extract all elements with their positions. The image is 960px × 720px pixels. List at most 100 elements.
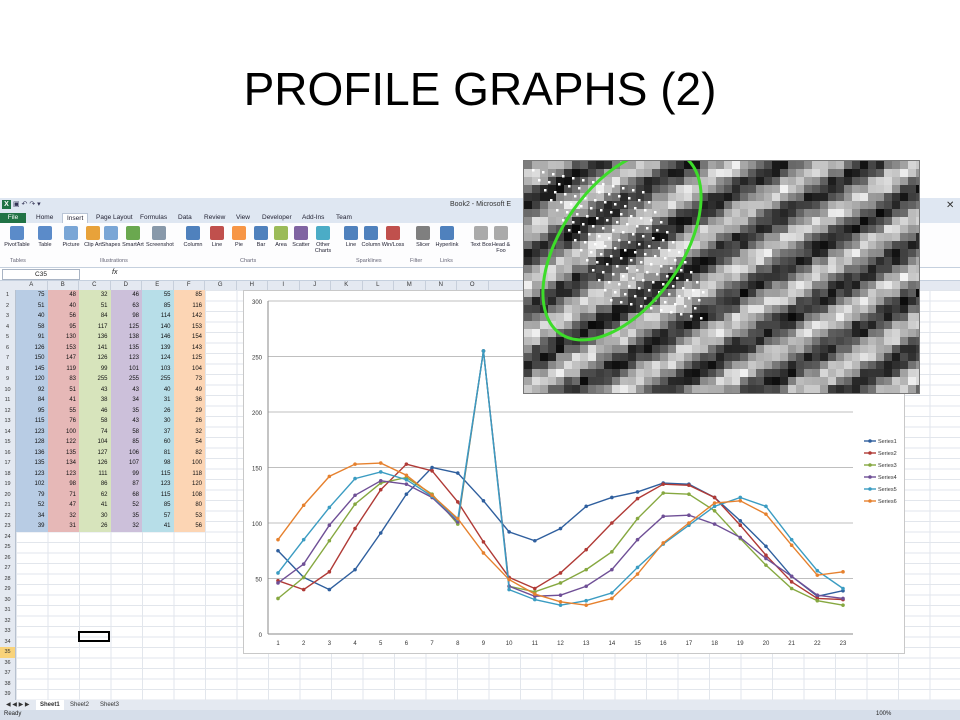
table-cell[interactable]: 26 bbox=[173, 416, 205, 427]
row-header-25[interactable]: 25 bbox=[4, 544, 11, 550]
row-header-24[interactable]: 24 bbox=[4, 533, 11, 540]
name-box[interactable]: C35 bbox=[2, 269, 80, 280]
table-cell[interactable]: 102 bbox=[16, 479, 48, 490]
table-cell[interactable]: 135 bbox=[47, 447, 79, 458]
table-cell[interactable]: 138 bbox=[110, 332, 142, 343]
table-cell[interactable]: 40 bbox=[16, 311, 48, 322]
table-cell[interactable]: 41 bbox=[47, 395, 79, 406]
row-header-17[interactable]: 17 bbox=[4, 460, 11, 466]
table-cell[interactable]: 32 bbox=[110, 521, 142, 532]
table-cell[interactable]: 51 bbox=[79, 300, 111, 311]
table-cell[interactable]: 136 bbox=[79, 332, 111, 343]
row-header-3[interactable]: 3 bbox=[5, 313, 10, 319]
sheet-tab-sheet3[interactable]: Sheet3 bbox=[100, 702, 120, 708]
tab-file[interactable]: File bbox=[0, 213, 26, 223]
table-cell[interactable]: 35 bbox=[110, 510, 142, 521]
fx-icon[interactable]: fx bbox=[112, 269, 118, 276]
ribbon-button-slicer[interactable]: Slicer bbox=[410, 226, 436, 248]
table-cell[interactable]: 150 bbox=[16, 353, 48, 364]
table-cell[interactable]: 114 bbox=[142, 311, 174, 322]
table-cell[interactable]: 120 bbox=[173, 479, 205, 490]
table-cell[interactable]: 75 bbox=[16, 290, 48, 301]
table-cell[interactable]: 135 bbox=[16, 458, 48, 469]
table-cell[interactable]: 87 bbox=[110, 479, 142, 490]
table-cell[interactable]: 30 bbox=[79, 510, 111, 521]
row-header-34[interactable]: 34 bbox=[4, 638, 11, 645]
column-header-L[interactable]: L bbox=[363, 281, 394, 290]
table-cell[interactable]: 153 bbox=[173, 321, 205, 332]
table-cell[interactable]: 91 bbox=[16, 332, 48, 343]
row-header-31[interactable]: 31 bbox=[4, 607, 11, 613]
table-cell[interactable]: 47 bbox=[47, 500, 79, 511]
table-cell[interactable]: 84 bbox=[16, 395, 48, 406]
table-cell[interactable]: 100 bbox=[173, 458, 205, 469]
column-header-I[interactable]: I bbox=[268, 281, 300, 290]
table-cell[interactable]: 98 bbox=[110, 311, 142, 322]
row-header-9[interactable]: 9 bbox=[5, 376, 10, 382]
table-cell[interactable]: 43 bbox=[110, 416, 142, 427]
table-cell[interactable]: 123 bbox=[16, 468, 48, 479]
table-cell[interactable]: 34 bbox=[16, 510, 48, 521]
table-cell[interactable]: 101 bbox=[110, 363, 142, 374]
table-cell[interactable]: 41 bbox=[142, 521, 174, 532]
table-cell[interactable]: 126 bbox=[79, 458, 111, 469]
table-cell[interactable]: 85 bbox=[142, 500, 174, 511]
table-cell[interactable]: 54 bbox=[173, 437, 205, 448]
row-header-12[interactable]: 12 bbox=[4, 407, 11, 414]
table-cell[interactable]: 125 bbox=[173, 353, 205, 364]
row-header-22[interactable]: 22 bbox=[4, 512, 11, 519]
table-cell[interactable]: 31 bbox=[142, 395, 174, 406]
row-header-36[interactable]: 36 bbox=[4, 659, 11, 666]
ribbon-button-pivottable[interactable]: PivotTable bbox=[4, 226, 30, 248]
table-cell[interactable]: 118 bbox=[173, 468, 205, 479]
tab-view[interactable]: View bbox=[236, 214, 250, 221]
table-cell[interactable]: 104 bbox=[79, 437, 111, 448]
row-header-13[interactable]: 13 bbox=[4, 418, 11, 424]
table-cell[interactable]: 38 bbox=[79, 395, 111, 406]
row-header-27[interactable]: 27 bbox=[4, 565, 11, 571]
tab-team[interactable]: Team bbox=[336, 214, 352, 221]
table-cell[interactable]: 95 bbox=[16, 405, 48, 416]
table-cell[interactable]: 106 bbox=[110, 447, 142, 458]
ribbon-button-line[interactable]: Line bbox=[204, 226, 230, 248]
table-cell[interactable]: 82 bbox=[173, 447, 205, 458]
tab-insert[interactable]: Insert bbox=[62, 213, 89, 224]
table-cell[interactable]: 115 bbox=[142, 489, 174, 500]
ribbon-button-clip-art[interactable]: Clip Art bbox=[80, 226, 106, 248]
sheet-nav-arrows[interactable]: ◀ ◀ ▶ ▶ bbox=[6, 702, 30, 708]
close-icon[interactable]: ✕ bbox=[946, 200, 955, 211]
row-header-8[interactable]: 8 bbox=[5, 365, 10, 372]
table-cell[interactable]: 134 bbox=[47, 458, 79, 469]
table-cell[interactable]: 43 bbox=[110, 384, 142, 395]
table-cell[interactable]: 31 bbox=[47, 521, 79, 532]
table-cell[interactable]: 81 bbox=[142, 447, 174, 458]
table-cell[interactable]: 98 bbox=[142, 458, 174, 469]
ribbon-button-win-loss[interactable]: Win/Loss bbox=[380, 226, 406, 248]
ribbon-button-line[interactable]: Line bbox=[338, 226, 364, 248]
table-cell[interactable]: 68 bbox=[110, 489, 142, 500]
column-header-J[interactable]: J bbox=[300, 281, 331, 290]
table-cell[interactable]: 153 bbox=[47, 342, 79, 353]
table-cell[interactable]: 146 bbox=[142, 332, 174, 343]
ribbon-button-hyperlink[interactable]: Hyperlink bbox=[434, 226, 460, 248]
sheet-tab-sheet2[interactable]: Sheet2 bbox=[70, 702, 90, 708]
table-cell[interactable]: 26 bbox=[142, 405, 174, 416]
table-cell[interactable]: 127 bbox=[79, 447, 111, 458]
tab-review[interactable]: Review bbox=[204, 214, 226, 221]
row-header-28[interactable]: 28 bbox=[4, 575, 11, 582]
row-header-18[interactable]: 18 bbox=[4, 470, 11, 477]
column-header-E[interactable]: E bbox=[142, 281, 174, 290]
table-cell[interactable]: 52 bbox=[110, 500, 142, 511]
table-cell[interactable]: 123 bbox=[47, 468, 79, 479]
column-header-O[interactable]: O bbox=[457, 281, 489, 290]
ribbon-button-scatter[interactable]: Scatter bbox=[288, 226, 314, 248]
table-cell[interactable]: 255 bbox=[110, 374, 142, 385]
table-cell[interactable]: 40 bbox=[142, 384, 174, 395]
quick-access-toolbar[interactable]: X ▣ ↶ ↷ ▾ bbox=[2, 200, 41, 209]
column-header-M[interactable]: M bbox=[394, 281, 426, 290]
column-header-F[interactable]: F bbox=[174, 281, 205, 290]
table-cell[interactable]: 126 bbox=[16, 342, 48, 353]
table-cell[interactable]: 98 bbox=[47, 479, 79, 490]
table-cell[interactable]: 71 bbox=[47, 489, 79, 500]
ribbon-button-column[interactable]: Column bbox=[180, 226, 206, 248]
